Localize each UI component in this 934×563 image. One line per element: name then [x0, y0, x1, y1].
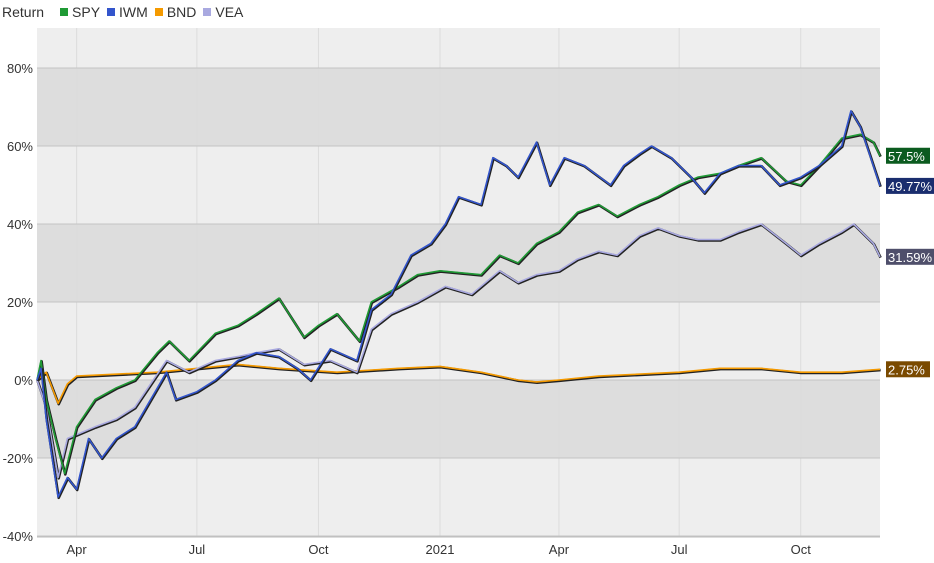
series-line-bnd — [36, 363, 881, 405]
x-tick-label: Oct — [308, 542, 329, 557]
legend-title: Return — [2, 4, 45, 20]
end-label-bg-spy — [886, 147, 930, 164]
end-label-bg-iwm — [886, 177, 934, 194]
y-tick-label: 40% — [7, 217, 33, 232]
end-label-vea: 31.59% — [888, 250, 933, 265]
series-line-spy — [36, 133, 881, 475]
legend-item-vea[interactable]: VEA — [203, 4, 243, 20]
x-tick-label: Jul — [189, 542, 206, 557]
y-tick-label: 0% — [14, 373, 33, 388]
series-line-vea — [36, 223, 881, 479]
plot-band — [37, 68, 880, 146]
plot-band — [37, 224, 880, 302]
legend-label: SPY — [72, 4, 101, 20]
series-shadow-spy — [36, 133, 882, 476]
end-label-iwm: 49.77% — [888, 179, 933, 194]
y-tick-label: 60% — [7, 139, 33, 154]
plot-band — [37, 380, 880, 458]
x-tick-label: Jul — [671, 542, 688, 557]
x-tick-label: Apr — [549, 542, 570, 557]
end-label-bg-bnd — [886, 361, 930, 378]
legend-item-iwm[interactable]: IWM — [107, 4, 148, 20]
legend: Return SPY IWM BND VEA — [2, 4, 250, 20]
y-tick-label: -40% — [3, 529, 34, 544]
spy-swatch — [60, 8, 69, 16]
y-tick-label: -20% — [3, 451, 34, 466]
y-tick-label: 80% — [7, 61, 33, 76]
legend-label: VEA — [215, 4, 244, 20]
end-label-bnd: 2.75% — [888, 362, 925, 377]
vea-swatch — [203, 8, 212, 16]
bnd-swatch — [154, 8, 163, 16]
y-tick-label: 20% — [7, 295, 33, 310]
x-tick-label: Oct — [791, 542, 812, 557]
end-label-bg-vea — [886, 248, 934, 265]
legend-item-spy[interactable]: SPY — [60, 4, 100, 20]
legend-label: IWM — [119, 4, 148, 20]
end-label-spy: 57.5% — [888, 149, 925, 164]
series-line-iwm — [36, 110, 881, 498]
x-tick-label: 2021 — [426, 542, 455, 557]
x-tick-label: Apr — [67, 542, 88, 557]
legend-item-bnd[interactable]: BND — [154, 4, 197, 20]
iwm-swatch — [107, 8, 116, 16]
legend-label: BND — [166, 4, 197, 20]
